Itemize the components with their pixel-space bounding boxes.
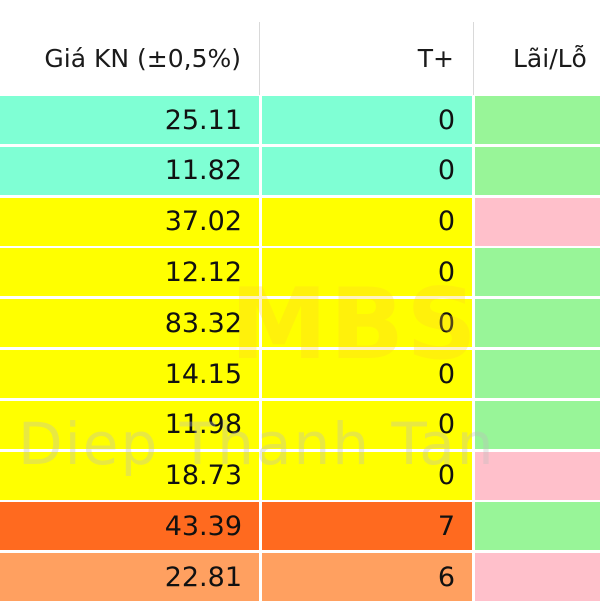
settlement-cell: 0 <box>262 400 472 449</box>
settlement-cell: 0 <box>262 96 472 144</box>
profit-loss-cell <box>475 350 600 398</box>
price-cell: 18.73 <box>0 451 259 500</box>
table-row[interactable]: 22.816- <box>0 553 600 601</box>
profit-loss-cell <box>475 502 600 551</box>
table-header: Giá KN (±0,5%) T+ Lãi/Lỗ <box>0 0 600 95</box>
settlement-cell: 0 <box>262 197 472 246</box>
table-row[interactable]: 11.98 0 <box>0 400 600 449</box>
table-row[interactable]: 12.12 0 <box>0 248 600 297</box>
profit-loss-cell: - <box>475 451 600 500</box>
profit-loss-cell: - <box>475 197 600 246</box>
price-cell: 11.98 <box>0 400 259 449</box>
table-row[interactable]: 25.11 0 <box>0 96 600 144</box>
header-profit-loss-column[interactable]: Lãi/Lỗ <box>513 44 587 73</box>
table-row[interactable]: 37.020- <box>0 197 600 246</box>
profit-loss-cell: - <box>475 553 600 601</box>
profit-loss-cell <box>475 248 600 297</box>
price-cell: 25.11 <box>0 96 259 144</box>
settlement-cell: 0 <box>262 350 472 398</box>
table-row[interactable]: 14.15 0 <box>0 350 600 398</box>
price-cell: 43.39 <box>0 502 259 551</box>
price-cell: 12.12 <box>0 248 259 297</box>
table-row[interactable]: 43.39 7 <box>0 502 600 551</box>
settlement-cell: 7 <box>262 502 472 551</box>
table-row[interactable]: 83.32 0 <box>0 299 600 348</box>
price-cell: 37.02 <box>0 197 259 246</box>
header-price-column[interactable]: Giá KN (±0,5%) <box>0 22 260 95</box>
profit-loss-cell <box>475 146 600 195</box>
price-cell: 11.82 <box>0 146 259 195</box>
settlement-cell: 0 <box>262 248 472 297</box>
price-cell: 83.32 <box>0 299 259 348</box>
price-cell: 14.15 <box>0 350 259 398</box>
profit-loss-cell <box>475 400 600 449</box>
settlement-cell: 0 <box>262 146 472 195</box>
profit-loss-cell <box>475 299 600 348</box>
settlement-cell: 0 <box>262 451 472 500</box>
settlement-cell: 0 <box>262 299 472 348</box>
profit-loss-cell <box>475 96 600 144</box>
table-row[interactable]: 18.730- <box>0 451 600 500</box>
settlement-cell: 6 <box>262 553 472 601</box>
header-settlement-column[interactable]: T+ <box>260 22 474 95</box>
price-cell: 22.81 <box>0 553 259 601</box>
table-row[interactable]: 11.82 0 <box>0 146 600 195</box>
